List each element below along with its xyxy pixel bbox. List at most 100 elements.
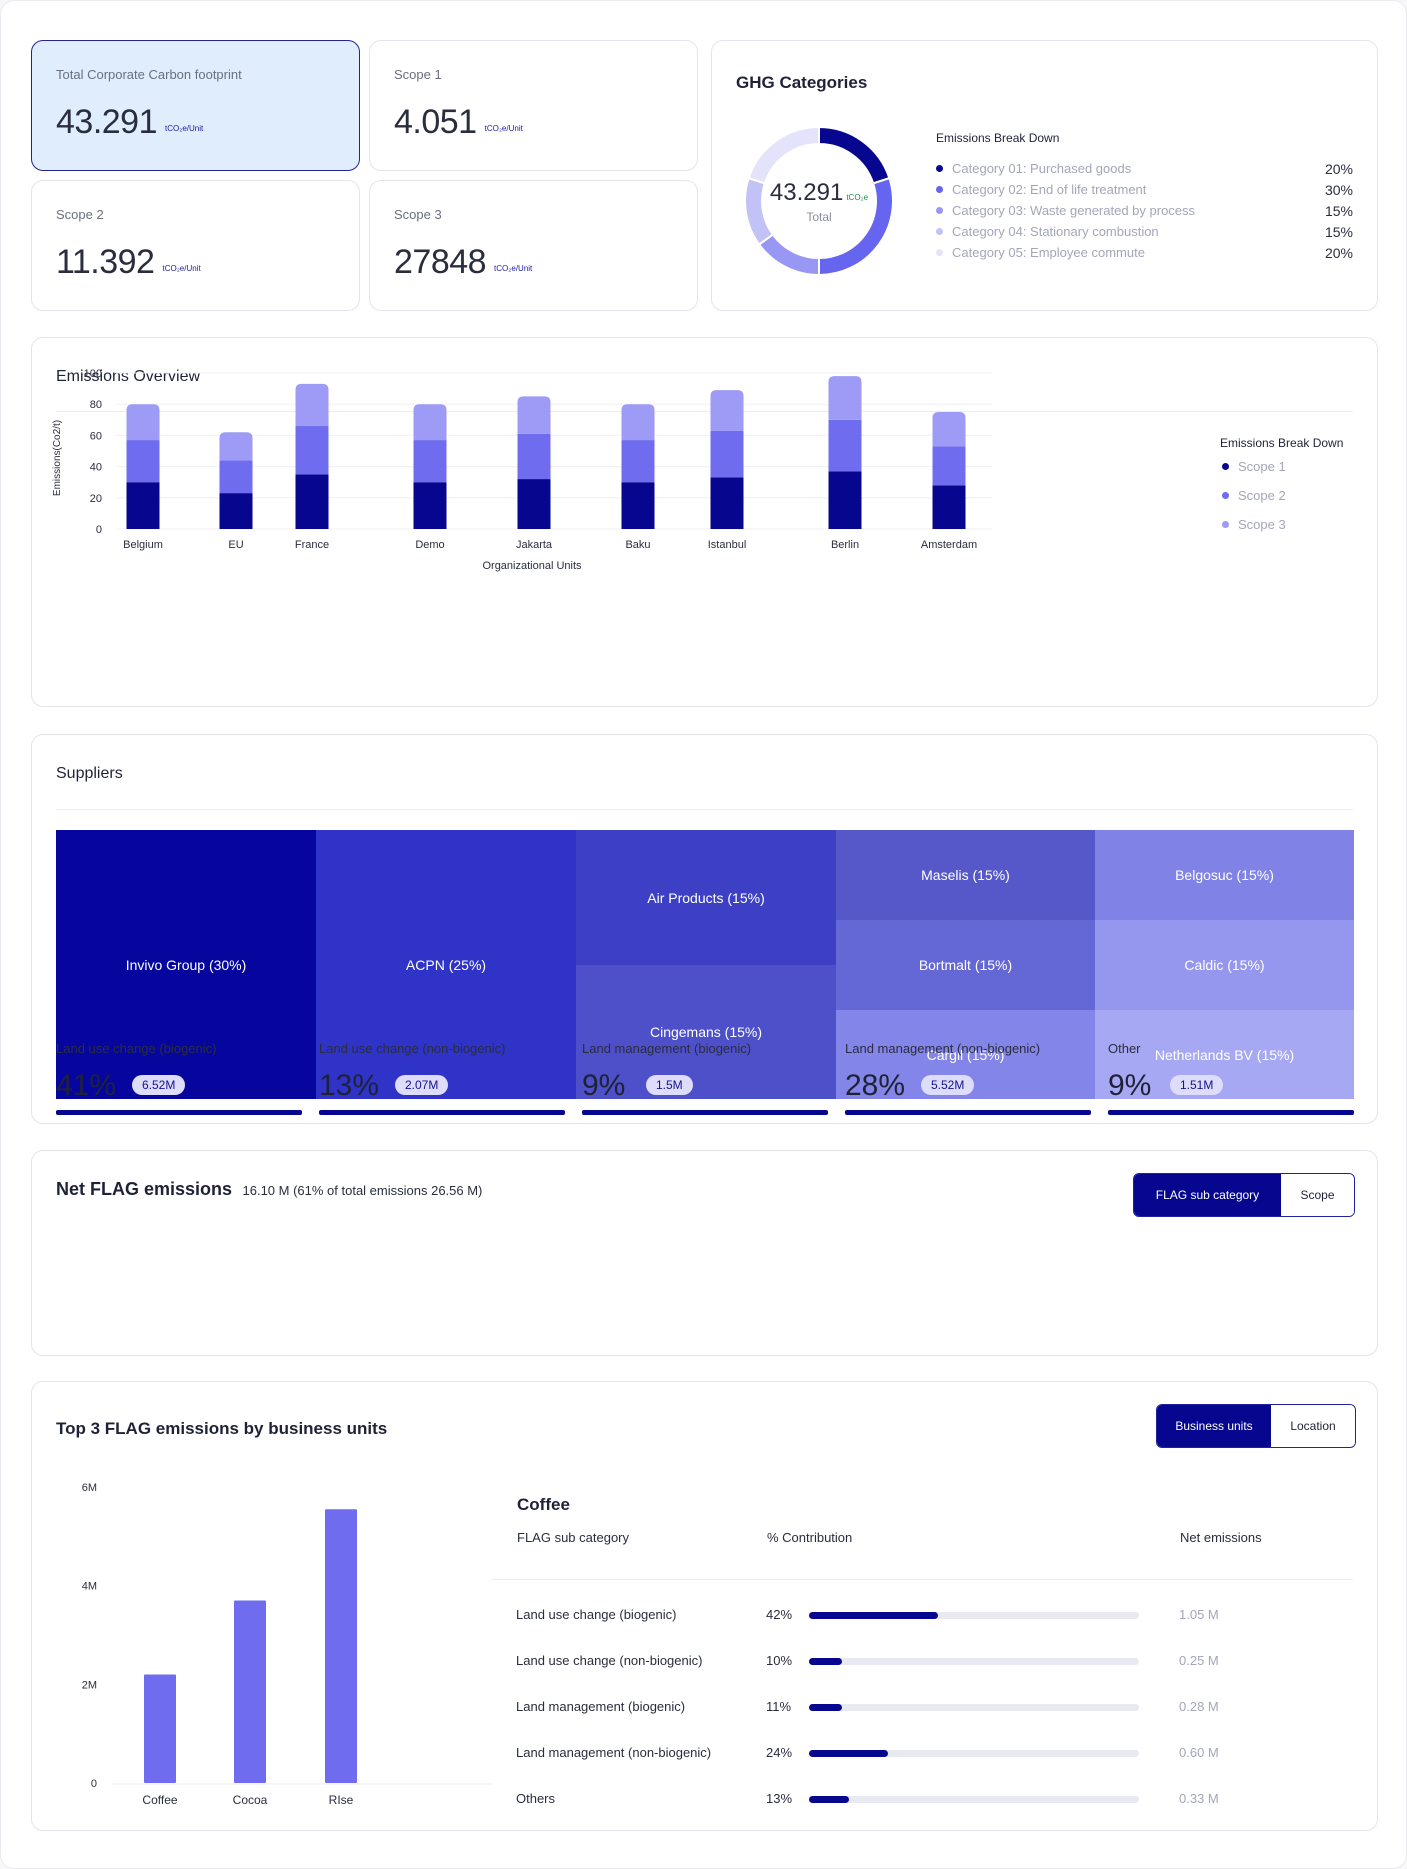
row-progress-track: [809, 1750, 1139, 1757]
legend-dot: [936, 228, 943, 235]
overview-bar-scope-3[interactable]: [517, 396, 551, 434]
row-progress-track: [809, 1612, 1139, 1619]
row-net-emissions: 0.25 M: [1179, 1653, 1219, 1668]
overview-bar-scope-3[interactable]: [295, 383, 329, 427]
overview-bar-scope-2[interactable]: [126, 440, 160, 483]
ghg-legend-item: Category 04: Stationary combustion: [936, 224, 1159, 239]
flag-item-bar: [319, 1110, 565, 1115]
overview-legend-item: Scope 2: [1222, 488, 1286, 503]
suppliers-divider: [56, 809, 1353, 810]
ghg-legend-title: Emissions Break Down: [936, 131, 1060, 145]
ghg-categories-card: GHG Categories 43.291 tCO₂e Total Emissio…: [711, 40, 1378, 311]
supplier-cell[interactable]: Invivo Group (30%): [56, 830, 316, 1099]
row-progress-fill: [809, 1796, 849, 1803]
overview-x-tick: Berlin: [831, 539, 859, 551]
kpi-scope3-card[interactable]: Scope 3 27848 tCO₂e/Unit: [369, 180, 698, 311]
legend-dot: [936, 249, 943, 256]
overview-bar-scope-3[interactable]: [828, 376, 862, 420]
legend-dot: [936, 186, 943, 193]
table-row[interactable]: Land use change (non-biogenic) 10% 0.25 M: [516, 1651, 1354, 1671]
overview-bar-scope-2[interactable]: [219, 460, 253, 494]
overview-bar-scope-1[interactable]: [219, 493, 253, 529]
overview-bar-scope-3[interactable]: [710, 390, 744, 431]
donut-slice-5[interactable]: [747, 125, 820, 185]
row-percent: 24%: [766, 1745, 793, 1760]
table-row[interactable]: Others 13% 0.33 M: [516, 1789, 1354, 1809]
overview-bar-scope-3[interactable]: [932, 412, 966, 447]
row-net-emissions: 0.60 M: [1179, 1745, 1219, 1760]
business-units-button[interactable]: Business units: [1157, 1405, 1271, 1447]
kpi-scope2-card[interactable]: Scope 2 11.392 tCO₂e/Unit: [31, 180, 360, 311]
overview-bar-scope-2[interactable]: [932, 446, 966, 486]
top3-title: Top 3 FLAG emissions by business units: [56, 1419, 388, 1438]
flag-title: Net FLAG emissions: [56, 1179, 233, 1199]
suppliers-treemap: Invivo Group (30%) ACPN (25%) Air Products…: [56, 830, 1354, 1099]
overview-bar-scope-1[interactable]: [126, 482, 160, 529]
legend-dot: [1222, 463, 1229, 470]
overview-bar-scope-1[interactable]: [828, 471, 862, 529]
overview-bar-scope-3[interactable]: [219, 432, 253, 461]
scope-button[interactable]: Scope: [1281, 1174, 1354, 1216]
flag-item[interactable]: Land management (biogenic) 9% 1.5M: [582, 1041, 828, 1115]
overview-y-tick: 60: [90, 430, 102, 442]
supplier-cell[interactable]: Bortmalt (15%): [836, 920, 1095, 1010]
overview-x-tick: Baku: [625, 539, 650, 551]
flag-item-value-badge: 5.52M: [921, 1075, 975, 1095]
flag-item-percent: 28%: [845, 1069, 906, 1102]
supplier-cell[interactable]: Air Products (15%): [576, 830, 836, 965]
table-row[interactable]: Land management (biogenic) 11% 0.28 M: [516, 1697, 1354, 1717]
flag-item-label: Land use change (biogenic): [56, 1041, 217, 1056]
kpi-scope1-value: 4.051 tCO₂e/Unit: [394, 103, 523, 141]
flag-item[interactable]: Land use change (non-biogenic) 13% 2.07M: [319, 1041, 565, 1115]
supplier-cell[interactable]: Belgosuc (15%): [1095, 830, 1354, 920]
overview-bar-scope-3[interactable]: [126, 404, 160, 441]
flag-item[interactable]: Land management (non-biogenic) 28% 5.52M: [845, 1041, 1091, 1115]
flag-item-value-badge: 1.5M: [646, 1075, 693, 1095]
overview-bar-scope-3[interactable]: [413, 404, 447, 441]
supplier-cell[interactable]: ACPN (25%): [316, 830, 576, 1099]
overview-bar-scope-2[interactable]: [710, 430, 744, 478]
overview-bar-scope-1[interactable]: [517, 479, 551, 529]
overview-bar-scope-1[interactable]: [932, 485, 966, 529]
overview-y-tick: 100: [84, 368, 102, 380]
ghg-legend-label: Category 05: Employee commute: [952, 245, 1145, 260]
overview-y-tick: 20: [90, 493, 102, 505]
overview-bar-scope-3[interactable]: [621, 404, 655, 441]
supplier-cell[interactable]: Netherlands BV (15%): [1095, 1010, 1354, 1099]
overview-bar-scope-1[interactable]: [413, 482, 447, 529]
row-progress-track: [809, 1704, 1139, 1711]
supplier-cell[interactable]: Cingemans (15%): [576, 965, 836, 1099]
row-category: Land management (non-biogenic): [516, 1745, 712, 1760]
flag-item[interactable]: Other 9% 1.51M: [1108, 1041, 1354, 1115]
top3-bar-rise[interactable]: [325, 1509, 357, 1783]
overview-bar-scope-2[interactable]: [413, 440, 447, 483]
overview-bar-scope-1[interactable]: [710, 477, 744, 529]
location-button[interactable]: Location: [1271, 1405, 1355, 1447]
table-row[interactable]: Land management (non-biogenic) 24% 0.60 M: [516, 1743, 1354, 1763]
top3-bar-cocoa[interactable]: [234, 1600, 266, 1783]
flag-item[interactable]: Land use change (biogenic) 41% 6.52M: [56, 1041, 302, 1115]
kpi-scope1-card[interactable]: Scope 1 4.051 tCO₂e/Unit: [369, 40, 698, 171]
overview-bar-scope-2[interactable]: [517, 433, 551, 480]
kpi-scope2-label: Scope 2: [56, 207, 104, 222]
kpi-total-card[interactable]: Total Corporate Carbon footprint 43.291 t…: [31, 40, 360, 171]
top3-bar-coffee[interactable]: [144, 1674, 176, 1783]
table-row[interactable]: Land use change (biogenic) 42% 1.05 M: [516, 1605, 1354, 1625]
row-category: Land use change (biogenic): [516, 1607, 677, 1622]
suppliers-title: Suppliers: [56, 765, 123, 782]
flag-subtitle: 16.10 M (61% of total emissions 26.56 M): [242, 1183, 483, 1198]
overview-bar-scope-2[interactable]: [828, 419, 862, 472]
flag-sub-category-button[interactable]: FLAG sub category: [1134, 1174, 1281, 1216]
supplier-cell[interactable]: Caldic (15%): [1095, 920, 1354, 1010]
overview-divider: [56, 411, 1353, 412]
supplier-cell[interactable]: Maselis (15%): [836, 830, 1095, 920]
overview-bar-scope-2[interactable]: [621, 440, 655, 483]
overview-y-label: Emissions(Co2/t): [52, 420, 63, 496]
overview-bar-scope-1[interactable]: [295, 474, 329, 529]
flag-item-label: Other: [1108, 1041, 1141, 1056]
row-net-emissions: 0.33 M: [1179, 1791, 1219, 1806]
overview-x-tick: Demo: [415, 539, 444, 551]
overview-bar-scope-1[interactable]: [621, 482, 655, 529]
overview-bar-scope-2[interactable]: [295, 426, 329, 475]
row-percent: 10%: [766, 1653, 793, 1668]
